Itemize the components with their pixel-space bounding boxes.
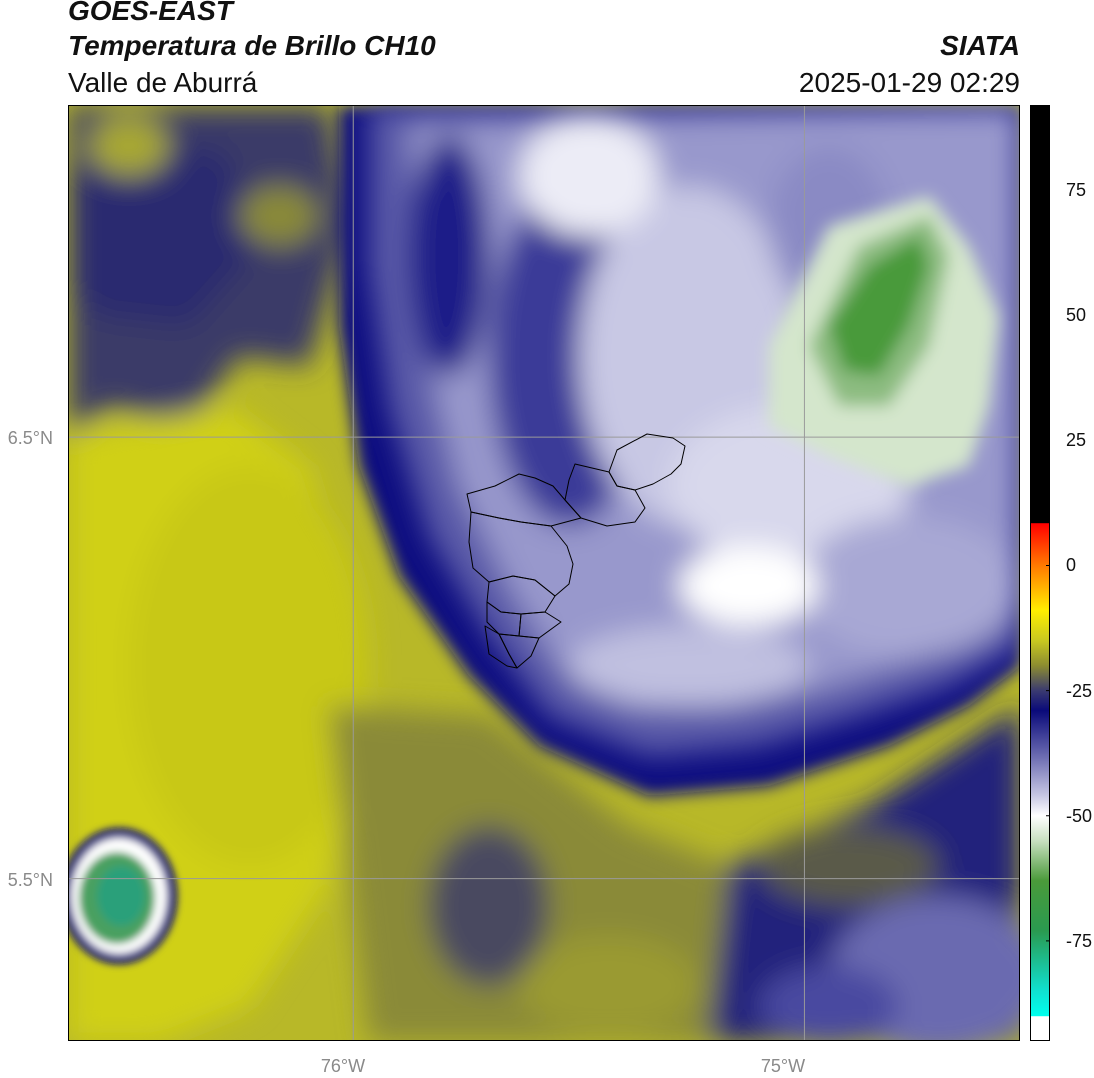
cold-cloud-top-ne [769,196,999,486]
map-svg [69,106,1019,1040]
datetime-label: 2025-01-29 02:29 [798,67,1020,98]
gridlines [69,106,1019,1040]
colorbar-border [1030,105,1050,1041]
lat-label-6.5N: 6.5°N [7,428,53,448]
colorbar [1030,105,1050,1041]
brightness-temperature-map [68,105,1020,1041]
organization-label: SIATA [940,30,1020,61]
lon-label-76W: 76°W [320,1056,366,1076]
lat-label-5.5N: 5.5°N [7,870,53,890]
subtitle: Temperatura de Brillo CH10 [68,30,436,61]
colorbar-tick-label: -50 [1066,805,1093,826]
colorbar-tick-label: 0 [1066,555,1077,576]
title: GOES-EAST [68,0,233,26]
colorbar-tick-label: -25 [1066,680,1093,701]
colorbar-tick-label: 25 [1066,430,1087,451]
colorbar-svg [1030,105,1050,1041]
colorbar-gradient [1030,105,1050,1041]
cold-cloud-top-sw [69,828,177,964]
colorbar-tick-label: 75 [1066,180,1087,201]
colorbar-tick-label: 50 [1066,305,1087,326]
colorbar-tick-label: -75 [1066,930,1093,951]
municipality-boundaries [466,433,686,669]
region-label: Valle de Aburrá [68,67,258,98]
lon-label-75W: 75°W [760,1056,806,1076]
